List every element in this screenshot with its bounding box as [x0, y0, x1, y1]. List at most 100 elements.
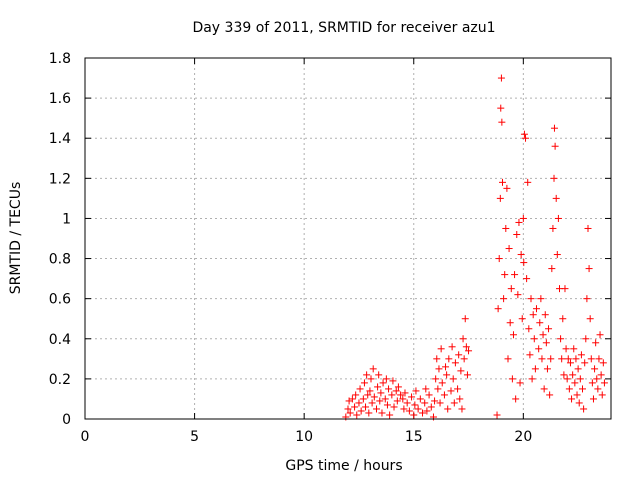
data-point — [509, 331, 517, 339]
data-point — [432, 375, 440, 383]
data-point — [573, 391, 581, 399]
data-point — [588, 379, 596, 387]
data-point — [493, 411, 501, 419]
data-point — [414, 405, 422, 413]
data-point — [360, 379, 368, 387]
data-point — [504, 355, 512, 363]
x-tick-label: 10 — [295, 429, 313, 445]
data-point — [438, 379, 446, 387]
data-point — [383, 401, 391, 409]
data-point — [457, 367, 465, 375]
data-point — [379, 379, 387, 387]
data-point — [445, 355, 453, 363]
data-point — [570, 345, 578, 353]
data-point — [585, 265, 593, 273]
data-point — [444, 405, 452, 413]
y-tick-label: 1.2 — [49, 171, 71, 187]
data-point — [419, 409, 427, 417]
data-point — [599, 359, 607, 367]
data-point — [500, 295, 508, 303]
data-point — [381, 395, 389, 403]
data-point — [365, 409, 373, 417]
data-point — [401, 389, 409, 397]
data-point — [357, 407, 365, 415]
data-point — [553, 251, 561, 259]
data-point — [344, 405, 352, 413]
data-point — [497, 74, 505, 82]
data-point — [440, 391, 448, 399]
data-point — [541, 311, 549, 319]
data-point — [592, 339, 600, 347]
data-point — [422, 385, 430, 393]
data-point — [528, 375, 536, 383]
data-point — [579, 385, 587, 393]
data-point — [520, 259, 528, 267]
data-point — [416, 395, 424, 403]
data-point — [503, 184, 511, 192]
data-point — [577, 351, 585, 359]
x-tick-label: 20 — [514, 429, 532, 445]
x-axis-title: GPS time / hours — [285, 458, 402, 474]
data-point — [497, 104, 505, 112]
grid-layer — [85, 58, 611, 419]
data-point — [455, 351, 463, 359]
data-point — [522, 134, 530, 142]
y-tick-label: 0 — [62, 412, 71, 428]
data-point — [551, 142, 559, 150]
data-point — [594, 385, 602, 393]
data-point — [562, 345, 570, 353]
data-point — [591, 365, 599, 373]
data-point — [558, 355, 566, 363]
data-point — [523, 275, 531, 283]
data-point — [433, 355, 441, 363]
y-tick-label: 1.8 — [49, 51, 71, 67]
y-tick-label: 0.2 — [49, 372, 71, 388]
data-point — [359, 395, 367, 403]
y-tick-label: 0.6 — [49, 292, 71, 308]
data-point — [366, 387, 374, 395]
data-point — [557, 335, 565, 343]
data-point — [582, 335, 590, 343]
data-point — [411, 401, 419, 409]
data-point — [397, 391, 405, 399]
data-point — [574, 365, 582, 373]
y-tick-label: 0.4 — [49, 332, 71, 348]
data-point — [352, 391, 360, 399]
data-point — [465, 347, 473, 355]
data-point — [598, 391, 606, 399]
data-point — [364, 391, 372, 399]
data-point — [494, 305, 502, 313]
data-point — [593, 375, 601, 383]
data-point — [431, 397, 439, 405]
data-point — [372, 405, 380, 413]
data-point — [600, 379, 608, 387]
data-point — [550, 174, 558, 182]
data-point — [459, 335, 467, 343]
data-point — [400, 405, 408, 413]
data-point — [507, 285, 515, 293]
data-point — [348, 395, 356, 403]
data-point — [568, 395, 576, 403]
data-point — [519, 214, 527, 222]
data-point — [456, 395, 464, 403]
data-point — [532, 305, 540, 313]
data-point — [515, 218, 523, 226]
data-point — [560, 371, 568, 379]
data-point — [525, 325, 533, 333]
x-tick-label: 5 — [190, 429, 199, 445]
data-point — [514, 291, 522, 299]
data-point — [496, 194, 504, 202]
data-points — [342, 74, 608, 421]
data-point — [581, 359, 589, 367]
data-point — [369, 365, 377, 373]
axes: 0 5 10 15 20 0 0.2 0.4 0.6 0.8 1 1.2 1.4 1.6 1.8 — [49, 51, 611, 445]
data-point — [543, 365, 551, 373]
data-point — [526, 351, 534, 359]
data-point — [596, 331, 604, 339]
data-point — [435, 365, 443, 373]
data-point — [408, 393, 416, 401]
data-point — [362, 403, 370, 411]
data-point — [520, 130, 528, 138]
data-point — [356, 385, 364, 393]
